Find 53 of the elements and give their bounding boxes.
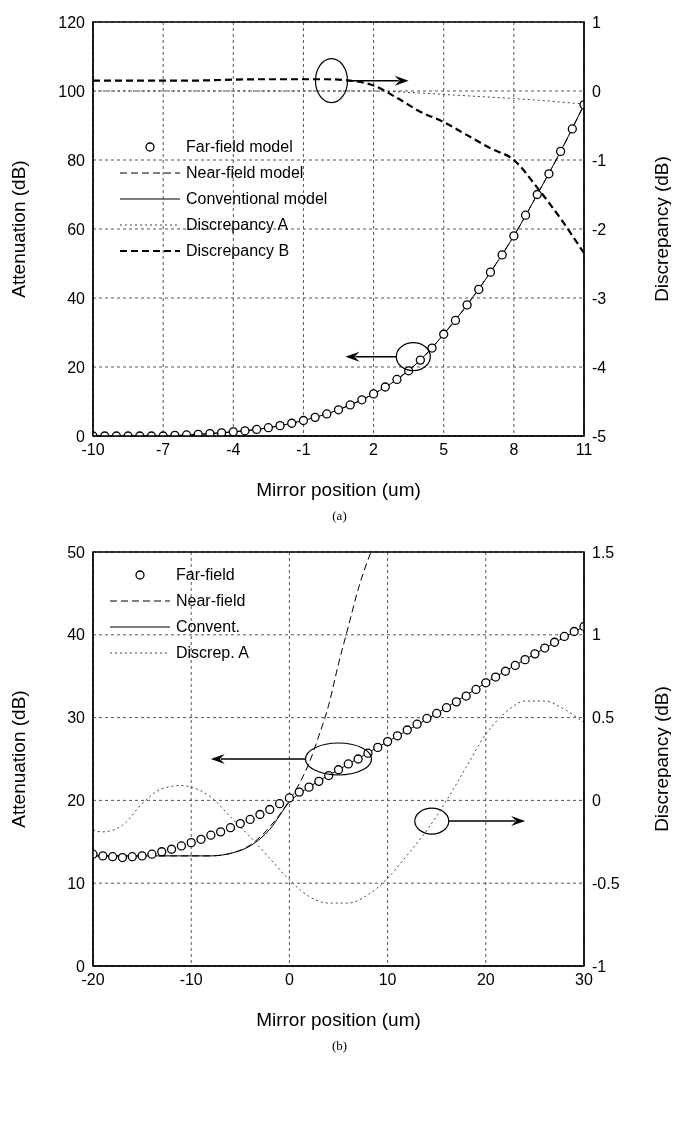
text: (b) bbox=[330, 1038, 349, 1054]
y2-tick-label: -0.5 bbox=[592, 874, 620, 892]
x-tick-label: 8 bbox=[509, 441, 519, 459]
y2-axis-title: Discrepancy (dB) bbox=[650, 686, 672, 832]
y2-tick-label: -3 bbox=[592, 289, 607, 307]
x-tick-label: 5 bbox=[439, 441, 449, 459]
x-tick-label: 30 bbox=[575, 971, 593, 989]
text: (a) bbox=[331, 508, 348, 524]
x-tick-label: 2 bbox=[369, 441, 379, 459]
legend-label: Far-field bbox=[176, 566, 235, 584]
y2-tick-label: 0.5 bbox=[592, 709, 615, 727]
x-tick-label: -4 bbox=[226, 441, 241, 459]
y-axis-title: Attenuation (dB) bbox=[7, 160, 29, 298]
y2-axis-title: Discrepancy (dB) bbox=[650, 156, 672, 302]
x-tick-label: -1 bbox=[296, 441, 311, 459]
y-tick-label: 10 bbox=[67, 874, 86, 892]
y2-tick-label: 1 bbox=[592, 626, 601, 644]
legend-label: Discrepancy B bbox=[186, 241, 290, 260]
x-tick-label: 10 bbox=[378, 971, 397, 989]
legend-label: Discrep. A bbox=[176, 644, 249, 662]
x-axis-title: Mirror position (um) bbox=[256, 1009, 421, 1030]
legend-label: Near-field bbox=[176, 592, 246, 610]
y2-tick-label: 0 bbox=[592, 82, 601, 100]
legend-label: Conventional model bbox=[186, 189, 328, 208]
legend-label: Convent. bbox=[176, 618, 241, 636]
y-tick-label: 20 bbox=[67, 792, 86, 810]
y-tick-label: 60 bbox=[67, 220, 86, 238]
y-tick-label: 120 bbox=[58, 13, 86, 31]
y-tick-label: 80 bbox=[67, 151, 86, 169]
legend-label: Far-field model bbox=[186, 137, 293, 156]
y2-tick-label: -1 bbox=[592, 957, 607, 975]
y2-tick-label: -2 bbox=[592, 220, 607, 238]
y-axis-title: Attenuation (dB) bbox=[7, 690, 29, 828]
y-tick-label: 40 bbox=[67, 626, 86, 644]
legend-label: Near-field model bbox=[186, 163, 304, 182]
y-tick-label: 100 bbox=[58, 82, 86, 100]
x-axis-title: Mirror position (um) bbox=[256, 479, 421, 500]
x-tick-label: 0 bbox=[284, 971, 294, 989]
legend-label: Discrepancy A bbox=[186, 215, 289, 234]
x-tick-label: 11 bbox=[575, 441, 593, 459]
y2-tick-label: 0 bbox=[592, 792, 601, 810]
x-tick-label: -10 bbox=[179, 971, 203, 989]
y-tick-label: 30 bbox=[67, 709, 86, 727]
y-tick-label: 50 bbox=[67, 543, 86, 561]
x-tick-label: -7 bbox=[156, 441, 171, 459]
y2-tick-label: 1.5 bbox=[592, 543, 615, 561]
y2-tick-label: -1 bbox=[592, 151, 607, 169]
y2-tick-label: -4 bbox=[592, 358, 607, 376]
y2-tick-label: 1 bbox=[592, 13, 601, 31]
y-tick-label: 20 bbox=[67, 358, 86, 376]
y-tick-label: 40 bbox=[67, 289, 86, 307]
x-tick-label: 20 bbox=[476, 971, 495, 989]
y2-tick-label: -5 bbox=[592, 427, 607, 445]
